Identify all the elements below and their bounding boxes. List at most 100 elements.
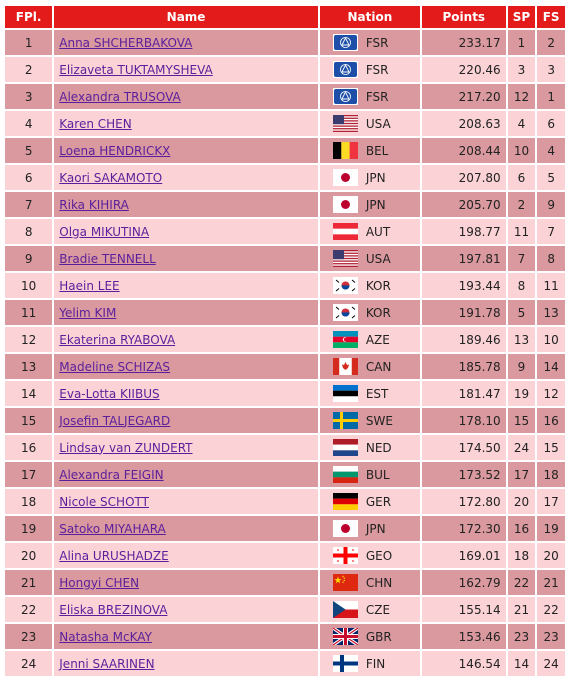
- nation-wrap: CAN: [320, 358, 420, 375]
- nation-wrap: BUL: [320, 466, 420, 483]
- nation-cell: KOR: [319, 273, 420, 298]
- nation-wrap: CHN: [320, 574, 420, 591]
- name-cell: Elizaveta TUKTAMYSHEVA: [54, 57, 318, 82]
- nation-code: GEO: [365, 548, 393, 563]
- nation-wrap: NED: [320, 439, 420, 456]
- nation-code: CHN: [365, 575, 393, 590]
- name-cell: Madeline SCHIZAS: [54, 354, 318, 379]
- placement-cell: 17: [5, 462, 53, 487]
- sp-cell: 15: [507, 408, 536, 433]
- usa-flag-icon: [332, 115, 358, 132]
- name-cell: Loena HENDRICKX: [54, 138, 318, 163]
- name-cell: Eva-Lotta KIIBUS: [54, 381, 318, 406]
- skater-name-link[interactable]: Bradie TENNELL: [59, 251, 156, 266]
- skater-name-link[interactable]: Olga MIKUTINA: [59, 224, 150, 239]
- header-nation[interactable]: Nation: [319, 6, 420, 28]
- header-points[interactable]: Points: [421, 6, 506, 28]
- points-cell: 169.01: [421, 543, 506, 568]
- skater-name-link[interactable]: Jenni SAARINEN: [59, 656, 155, 671]
- name-cell: Nicole SCHOTT: [54, 489, 318, 514]
- skater-name-link[interactable]: Haein LEE: [59, 278, 120, 293]
- skater-name-link[interactable]: Hongyi CHEN: [59, 575, 140, 590]
- fin-flag-icon: [332, 655, 358, 672]
- points-cell: 217.20: [421, 84, 506, 109]
- points-cell: 208.63: [421, 111, 506, 136]
- placement-cell: 20: [5, 543, 53, 568]
- skater-name-link[interactable]: Satoko MIYAHARA: [59, 521, 166, 536]
- points-cell: 174.50: [421, 435, 506, 460]
- skater-name-link[interactable]: Alexandra FEIGIN: [59, 467, 164, 482]
- nation-code: SWE: [365, 413, 393, 428]
- name-cell: Haein LEE: [54, 273, 318, 298]
- nation-code: USA: [365, 116, 391, 131]
- skater-name-link[interactable]: Natasha McKAY: [59, 629, 152, 644]
- header-name[interactable]: Name: [54, 6, 318, 28]
- skater-name-link[interactable]: Eva-Lotta KIIBUS: [59, 386, 160, 401]
- sp-cell: 6: [507, 165, 536, 190]
- kor-flag-icon: [332, 304, 358, 321]
- placement-cell: 6: [5, 165, 53, 190]
- skater-name-link[interactable]: Elizaveta TUKTAMYSHEVA: [59, 62, 213, 77]
- table-row: 2 Elizaveta TUKTAMYSHEVA FSR 220.46 3 3: [5, 57, 565, 82]
- sp-cell: 8: [507, 273, 536, 298]
- header-sp[interactable]: SP: [507, 6, 536, 28]
- header-fpl[interactable]: FPl.: [5, 6, 53, 28]
- chn-flag-icon: [332, 574, 358, 591]
- sp-cell: 17: [507, 462, 536, 487]
- skater-name-link[interactable]: Karen CHEN: [59, 116, 132, 131]
- fs-cell: 21: [537, 570, 565, 595]
- nation-wrap: AZE: [320, 331, 420, 348]
- nation-cell: EST: [319, 381, 420, 406]
- table-row: 17 Alexandra FEIGIN BUL 173.52 17 18: [5, 462, 565, 487]
- nation-cell: USA: [319, 111, 420, 136]
- sp-cell: 13: [507, 327, 536, 352]
- skater-name-link[interactable]: Eliska BREZINOVA: [59, 602, 168, 617]
- name-cell: Karen CHEN: [54, 111, 318, 136]
- table-row: 14 Eva-Lotta KIIBUS EST 181.47 19 12: [5, 381, 565, 406]
- skater-name-link[interactable]: Alina URUSHADZE: [59, 548, 169, 563]
- nation-code: CAN: [365, 359, 392, 374]
- aze-flag-icon: [332, 331, 358, 348]
- fs-cell: 10: [537, 327, 565, 352]
- fs-cell: 9: [537, 192, 565, 217]
- table-row: 4 Karen CHEN USA 208.63 4 6: [5, 111, 565, 136]
- nation-cell: NED: [319, 435, 420, 460]
- sp-cell: 24: [507, 435, 536, 460]
- points-cell: 146.54: [421, 651, 506, 676]
- nation-code: BUL: [365, 467, 390, 482]
- skater-name-link[interactable]: Yelim KIM: [59, 305, 117, 320]
- points-cell: 220.46: [421, 57, 506, 82]
- skater-name-link[interactable]: Josefin TALJEGARD: [59, 413, 171, 428]
- nation-cell: JPN: [319, 165, 420, 190]
- points-cell: 172.30: [421, 516, 506, 541]
- skater-name-link[interactable]: Madeline SCHIZAS: [59, 359, 171, 374]
- sp-cell: 4: [507, 111, 536, 136]
- sp-cell: 21: [507, 597, 536, 622]
- skater-name-link[interactable]: Nicole SCHOTT: [59, 494, 149, 509]
- skater-name-link[interactable]: Kaori SAKAMOTO: [59, 170, 163, 185]
- header-fs[interactable]: FS: [537, 6, 565, 28]
- fsr-flag-icon: [332, 34, 358, 51]
- table-row: 21 Hongyi CHEN CHN 162.79 22 21: [5, 570, 565, 595]
- skater-name-link[interactable]: Lindsay van ZUNDERT: [59, 440, 193, 455]
- name-cell: Satoko MIYAHARA: [54, 516, 318, 541]
- sp-cell: 2: [507, 192, 536, 217]
- skater-name-link[interactable]: Loena HENDRICKX: [59, 143, 171, 158]
- nation-wrap: EST: [320, 385, 420, 402]
- nation-wrap: KOR: [320, 304, 420, 321]
- skater-name-link[interactable]: Rika KIHIRA: [59, 197, 129, 212]
- nation-wrap: FSR: [320, 61, 420, 78]
- fs-cell: 6: [537, 111, 565, 136]
- skater-name-link[interactable]: Alexandra TRUSOVA: [59, 89, 181, 104]
- placement-cell: 9: [5, 246, 53, 271]
- skater-name-link[interactable]: Ekaterina RYABOVA: [59, 332, 176, 347]
- nation-wrap: GEO: [320, 547, 420, 564]
- points-cell: 173.52: [421, 462, 506, 487]
- placement-cell: 22: [5, 597, 53, 622]
- table-row: 11 Yelim KIM KOR 191.78 5 13: [5, 300, 565, 325]
- nation-cell: CAN: [319, 354, 420, 379]
- nation-cell: CZE: [319, 597, 420, 622]
- skater-name-link[interactable]: Anna SHCHERBAKOVA: [59, 35, 193, 50]
- nation-cell: CHN: [319, 570, 420, 595]
- placement-cell: 5: [5, 138, 53, 163]
